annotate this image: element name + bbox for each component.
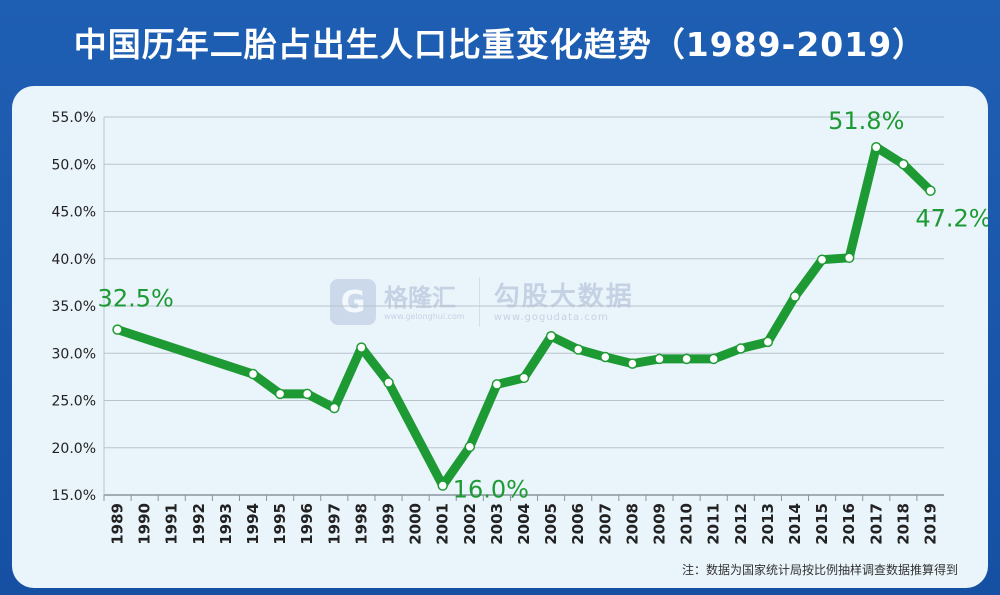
- x-tick-label: 1995: [271, 503, 289, 545]
- x-tick-label: 1997: [325, 503, 343, 545]
- y-tick-label: 30.0%: [52, 346, 96, 362]
- chart-card: G 格隆汇 www.gelonghui.com 勾股大数据 www.goguda…: [12, 86, 988, 588]
- data-point: [681, 353, 692, 365]
- x-tick-label: 2019: [921, 503, 939, 545]
- x-tick-label: 1999: [380, 503, 398, 545]
- y-tick-label: 50.0%: [52, 157, 96, 173]
- watermark-logo-icon: G: [330, 279, 376, 325]
- data-point: [464, 441, 476, 453]
- data-point: [572, 344, 584, 355]
- x-tick-label: 2017: [867, 503, 885, 545]
- data-label: 51.8%: [828, 107, 904, 135]
- data-point: [112, 324, 123, 335]
- x-tick-label: 2011: [705, 503, 723, 545]
- data-label: 47.2%: [915, 205, 988, 233]
- data-point: [654, 353, 665, 365]
- y-tick-label: 35.0%: [52, 299, 96, 315]
- x-tick-label: 1989: [109, 503, 127, 545]
- y-tick-label: 55.0%: [52, 110, 96, 126]
- data-point: [356, 342, 367, 353]
- x-tick-label: 2016: [840, 503, 858, 545]
- data-point: [301, 388, 313, 400]
- y-tick-label: 20.0%: [52, 441, 96, 457]
- data-point: [816, 254, 828, 265]
- y-tick-label: 40.0%: [52, 252, 96, 268]
- data-point: [708, 353, 719, 365]
- data-point: [274, 388, 286, 400]
- x-tick-label: 2008: [623, 503, 641, 545]
- x-tick-label: 1994: [244, 503, 262, 545]
- data-point: [898, 159, 909, 170]
- watermark-left-name: 格隆汇: [384, 283, 456, 312]
- data-point: [871, 141, 882, 153]
- x-tick-label: 1993: [217, 503, 235, 545]
- data-point: [925, 185, 936, 196]
- x-tick-label: 2001: [434, 503, 452, 545]
- x-tick-label: 2000: [407, 503, 425, 545]
- data-point: [437, 480, 448, 491]
- x-tick-label: 2009: [650, 503, 668, 545]
- x-tick-label: 2004: [515, 503, 533, 545]
- x-tick-label: 2003: [488, 503, 506, 545]
- data-label: 16.0%: [453, 476, 529, 504]
- watermark-left-url: www.gelonghui.com: [384, 311, 465, 321]
- x-tick-label: 1992: [190, 503, 208, 545]
- x-tick-label: 1998: [352, 503, 370, 545]
- data-point: [762, 336, 774, 348]
- data-point: [627, 358, 638, 369]
- x-tick-label: 2007: [596, 503, 614, 545]
- watermark-right-url: www.gogudata.com: [493, 311, 609, 323]
- line-chart: 15.0% 20.0% 25.0% 30.0% 35.0% 40.0% 45.0% 50.0%…: [52, 107, 988, 545]
- data-point: [735, 343, 747, 354]
- watermark-left: 格隆汇 www.gelonghui.com: [384, 284, 465, 321]
- data-point: [329, 402, 340, 414]
- footnote: 注：数据为国家统计局按比例抽样调查数据推算得到: [681, 563, 958, 577]
- x-tick-label: 1991: [163, 503, 181, 545]
- x-tick-label: 2002: [461, 503, 479, 545]
- x-tick-label: 1996: [298, 503, 316, 545]
- x-tick-label: 2014: [786, 503, 804, 545]
- x-tick-label: 2015: [813, 503, 831, 545]
- data-point: [789, 291, 801, 302]
- x-tick-label: 2006: [569, 503, 587, 545]
- x-tick-label: 2005: [542, 503, 560, 545]
- data-label: 32.5%: [98, 285, 174, 313]
- series-line: [113, 142, 935, 491]
- chart-title: 中国历年二胎占出生人口比重变化趋势（1989-2019）: [73, 25, 927, 64]
- data-point: [247, 368, 259, 380]
- x-tick-label: 2013: [759, 503, 777, 545]
- data-point: [491, 379, 503, 390]
- data-point: [518, 372, 530, 384]
- data-point: [600, 351, 611, 363]
- data-point: [843, 252, 855, 264]
- x-tick-label: 2012: [732, 503, 750, 545]
- y-tick-label: 45.0%: [52, 205, 96, 221]
- x-tick-label: 2010: [678, 503, 696, 545]
- watermark-divider: [478, 277, 480, 327]
- data-point: [545, 330, 557, 342]
- y-tick-label: 25.0%: [52, 394, 96, 410]
- y-tick-label: 15.0%: [52, 488, 96, 504]
- x-tick-label: 1990: [136, 503, 154, 545]
- data-point: [383, 377, 394, 388]
- x-tick-label: 2018: [894, 503, 912, 545]
